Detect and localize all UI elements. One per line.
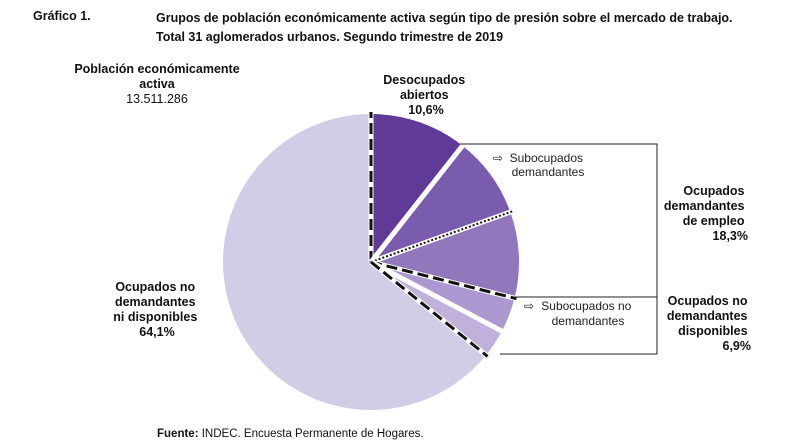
population-value: 13.511.286 (126, 92, 188, 106)
separator-bg-5 (369, 259, 505, 335)
population-label: Población económicamente activa (74, 62, 240, 91)
label-ode-line-1: Ocupados (683, 184, 744, 198)
bracket-no-demandantes-disponibles (500, 296, 658, 355)
label-ode-line-3: de empleo (683, 214, 745, 228)
label-ondd-line-3: disponibles (678, 324, 748, 338)
source-label: Fuente: (157, 428, 199, 440)
note-subocupados-no-demandantes-line-1: Subocupados no (541, 299, 631, 313)
label-ode-line-2: demandantes (664, 199, 745, 213)
chart-title-line-1: Grupos de población económicamente activ… (156, 11, 733, 25)
label-ocupados-no-demandantes: Ocupados no demandantes ni disponibles 6… (113, 280, 201, 339)
label-desocupados-value: 10,6% (408, 103, 443, 117)
label-ondnd-line-2: demandantes (115, 295, 196, 309)
separator-line-4 (370, 260, 517, 301)
note-subocupados-no-demandantes-line-2: demandantes (552, 314, 625, 328)
source-note: Fuente: INDEC. Encuesta Permanente de Ho… (157, 428, 424, 440)
pie-slice-2 (371, 145, 511, 262)
note-subocupados-demandantes-line-2: demandantes (512, 165, 585, 179)
pie-slice-6 (222, 114, 487, 410)
label-ondnd-line-3: ni disponibles (113, 310, 197, 324)
label-desocupados-line-1: Desocupados (383, 73, 465, 87)
slice-separators (368, 112, 518, 359)
label-ondnd-line-1: Ocupados no (115, 280, 195, 294)
chart-number: Gráfico 1. (33, 9, 91, 23)
label-desocupados-line-2: abiertos (400, 88, 449, 102)
source-text: INDEC. Encuesta Permanente de Hogares. (201, 428, 424, 440)
label-ondd-value: 6,9% (723, 339, 752, 353)
note-subocupados-demandantes-line-1: Subocupados (510, 151, 583, 165)
note-subocupados-no-demandantes: Subocupados no demandantes (541, 299, 634, 328)
separator-line-3 (370, 210, 513, 263)
label-desocupados: Desocupados abiertos 10,6% (383, 73, 468, 117)
label-ondnd-value: 64,1% (139, 325, 174, 339)
separator-bg-2 (369, 142, 466, 264)
note-subocupados-demandantes: Subocupados demandantes (510, 151, 587, 179)
label-ondd-line-1: Ocupados no (668, 294, 748, 308)
pie-slice-1 (371, 114, 463, 262)
label-ocupados-no-demandantes-disponibles: Ocupados no demandantes disponibles 6,9% (667, 294, 751, 353)
label-ondd-line-2: demandantes (667, 309, 748, 323)
chart-title-line-2: Total 31 aglomerados urbanos. Segundo tr… (156, 30, 504, 44)
chart-title: Grupos de población económicamente activ… (156, 9, 733, 47)
arrow-subocupados-demandantes: ⇨ (493, 151, 503, 165)
arrow-subocupados-no-demandantes: ⇨ (524, 299, 534, 313)
label-ode-value: 18,3% (713, 229, 748, 243)
pie-slice-3 (371, 212, 519, 299)
separator-line-6 (370, 260, 489, 358)
population-total: Población económicamente activa 13.511.2… (57, 62, 257, 107)
label-ocupados-demandantes-empleo: Ocupados demandantes de empleo 18,3% (664, 184, 748, 243)
